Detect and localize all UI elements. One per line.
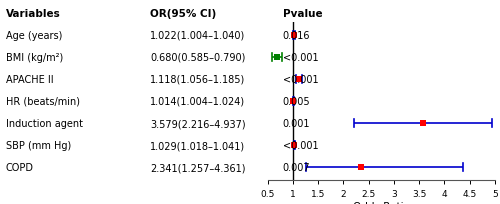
- Text: 0.001: 0.001: [282, 119, 310, 129]
- Text: APACHE II: APACHE II: [6, 74, 54, 84]
- Text: 1.014(1.004–1.024): 1.014(1.004–1.024): [150, 96, 245, 106]
- Text: Variables: Variables: [6, 9, 61, 19]
- Text: COPD: COPD: [6, 162, 34, 172]
- Text: Induction agent: Induction agent: [6, 119, 83, 129]
- Text: <0.001: <0.001: [282, 74, 318, 84]
- Text: 0.005: 0.005: [282, 96, 310, 106]
- Text: 1.022(1.004–1.040): 1.022(1.004–1.040): [150, 31, 245, 41]
- Text: BMI (kg/m²): BMI (kg/m²): [6, 53, 63, 63]
- X-axis label: Odds Ratio: Odds Ratio: [353, 201, 410, 204]
- Text: <0.001: <0.001: [282, 140, 318, 150]
- Text: 2.341(1.257–4.361): 2.341(1.257–4.361): [150, 162, 246, 172]
- Text: 1.029(1.018–1.041): 1.029(1.018–1.041): [150, 140, 245, 150]
- Text: HR (beats/min): HR (beats/min): [6, 96, 80, 106]
- Text: 0.007: 0.007: [282, 162, 310, 172]
- Text: OR(95% CI): OR(95% CI): [150, 9, 216, 19]
- Text: 0.016: 0.016: [282, 31, 310, 41]
- Text: Pvalue: Pvalue: [282, 9, 322, 19]
- Text: 0.680(0.585–0.790): 0.680(0.585–0.790): [150, 53, 246, 63]
- Text: Age (years): Age (years): [6, 31, 62, 41]
- Text: <0.001: <0.001: [282, 53, 318, 63]
- Text: 1.118(1.056–1.185): 1.118(1.056–1.185): [150, 74, 245, 84]
- Text: SBP (mm Hg): SBP (mm Hg): [6, 140, 71, 150]
- Text: 3.579(2.216–4.937): 3.579(2.216–4.937): [150, 119, 246, 129]
